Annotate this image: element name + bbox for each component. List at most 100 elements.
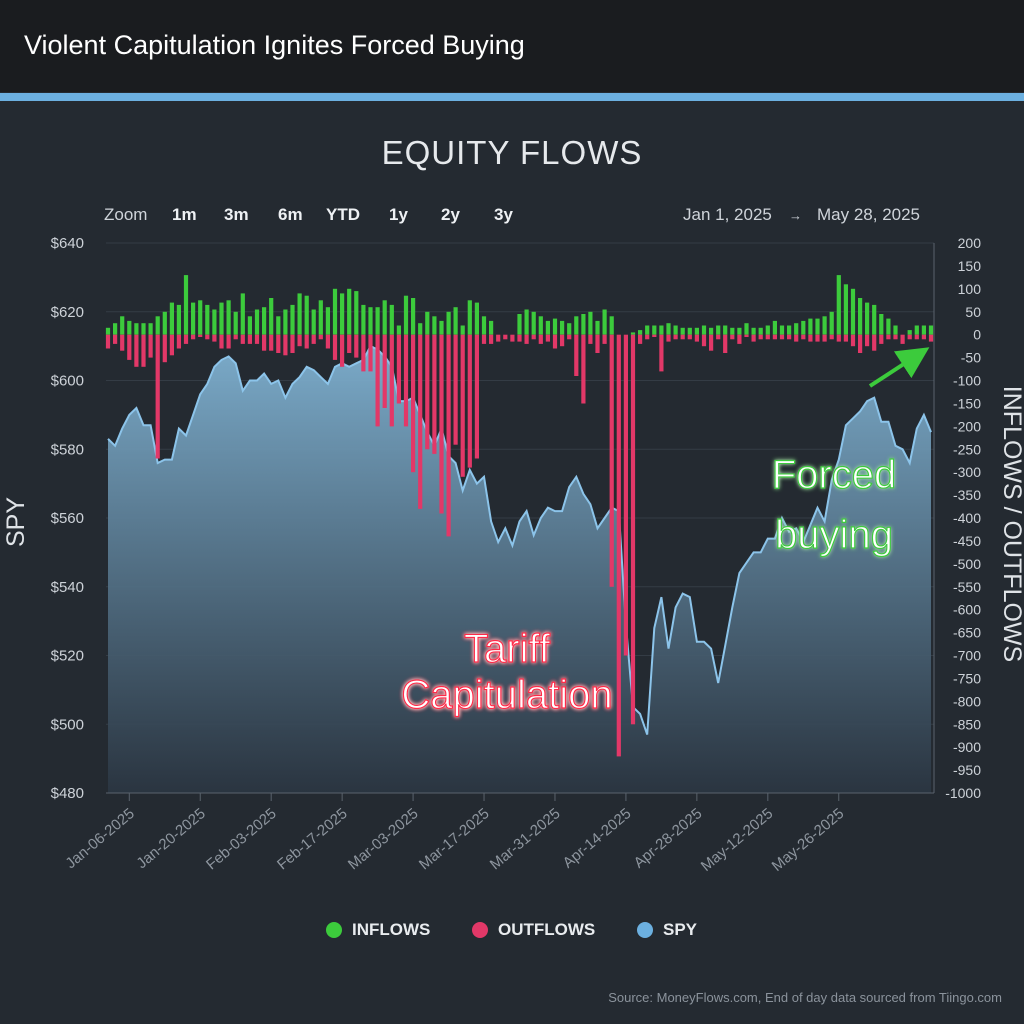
inflow-bar: [574, 316, 579, 335]
inflow-bar: [893, 325, 898, 335]
inflow-bar: [155, 316, 160, 335]
x-tick-label: Apr-28-2025: [631, 805, 706, 872]
zoom-label: Zoom: [104, 205, 148, 224]
outflows-dot-icon: [472, 922, 488, 938]
x-tick-label: Feb-17-2025: [274, 805, 351, 873]
outflow-bar: [297, 334, 302, 347]
outflow-bar: [446, 334, 451, 537]
inflow-bar: [914, 325, 919, 335]
outflow-bar: [638, 334, 643, 344]
range-from-input[interactable]: Jan 1, 2025: [683, 205, 772, 224]
inflow-bar: [886, 318, 891, 335]
outflow-bar: [531, 334, 536, 340]
outflow-bar: [347, 334, 352, 353]
outflow-bar: [481, 334, 487, 344]
forced-annotation-line1: Forced: [772, 453, 897, 497]
zoom-ytd-button[interactable]: YTD: [326, 205, 360, 224]
outflow-bar: [779, 334, 785, 340]
left-axis-label: SPY: [2, 497, 30, 547]
outflow-bar: [134, 334, 139, 367]
inflow-bar: [453, 307, 458, 335]
zoom-6m-button[interactable]: 6m: [278, 205, 303, 224]
outflow-bar: [269, 334, 274, 351]
outflow-bar: [198, 334, 203, 337]
inflow-bar: [687, 327, 692, 335]
range-to-input[interactable]: May 28, 2025: [817, 205, 921, 224]
outflow-bar: [340, 334, 345, 367]
outflow-bar: [602, 334, 607, 344]
legend-outflows-label: OUTFLOWS: [498, 920, 596, 939]
legend-outflows[interactable]: OUTFLOWS: [472, 918, 595, 942]
inflow-bar: [928, 325, 934, 335]
zoom-2y-button[interactable]: 2y: [441, 205, 460, 224]
x-tick-label: Mar-31-2025: [487, 805, 564, 873]
inflow-bar: [659, 325, 664, 335]
outflow-bar: [751, 334, 756, 342]
inflow-bar: [630, 332, 636, 335]
inflow-bar: [872, 304, 877, 335]
right-tick-label: -500: [953, 556, 981, 572]
inflow-bar: [105, 327, 111, 335]
outflow-bar: [680, 334, 685, 340]
zoom-1m-button[interactable]: 1m: [172, 205, 197, 224]
inflow-bar: [843, 284, 848, 335]
right-tick-label: -600: [953, 602, 981, 618]
inflow-bar: [212, 309, 217, 335]
outflow-bar: [716, 334, 721, 340]
inflow-bar: [361, 304, 366, 335]
outflow-bar: [127, 334, 132, 360]
outflow-bar: [623, 334, 628, 656]
inflow-bar: [432, 316, 437, 335]
zoom-1y-button[interactable]: 1y: [389, 205, 408, 224]
inflow-bar: [219, 302, 224, 335]
outflow-bar: [247, 334, 252, 344]
inflow-bar: [765, 325, 770, 335]
inflow-bar: [276, 316, 281, 335]
outflow-bar: [524, 334, 529, 344]
outflow-bar: [865, 334, 870, 347]
outflow-bar: [815, 334, 820, 342]
outflow-bar: [765, 334, 770, 340]
right-tick-label: -1000: [945, 785, 981, 801]
outflow-bar: [921, 334, 926, 340]
outflow-bar: [318, 334, 323, 340]
legend-inflows[interactable]: INFLOWS: [326, 918, 430, 942]
outflow-bar: [744, 334, 749, 337]
inflow-bar: [716, 325, 721, 335]
zoom-3y-button[interactable]: 3y: [494, 205, 513, 224]
inflow-bar: [304, 295, 309, 335]
outflow-bar: [794, 334, 799, 342]
forced-annotation-line2: buying: [775, 513, 893, 557]
outflow-bar: [723, 334, 728, 353]
tariff-annotation-line2: Capitulation: [401, 673, 612, 717]
right-tick-label: -950: [953, 762, 981, 778]
outflow-bar: [560, 334, 565, 347]
right-tick-label: 50: [965, 304, 981, 320]
inflow-bar: [233, 311, 238, 335]
inflow-bar: [332, 288, 338, 335]
right-axis-label: INFLOWS / OUTFLOWS: [998, 386, 1024, 662]
outflow-bar: [148, 334, 153, 358]
inflow-bar: [283, 309, 288, 335]
inflow-bar: [368, 307, 373, 335]
inflow-bar: [425, 311, 430, 335]
inflow-bar: [730, 327, 735, 335]
inflow-bar: [162, 311, 167, 335]
right-tick-label: -900: [953, 739, 981, 755]
inflow-bar: [581, 314, 586, 335]
inflows-dot-icon: [326, 922, 342, 938]
outflow-bar: [226, 334, 231, 349]
inflow-bar: [375, 307, 380, 335]
outflow-bar: [325, 334, 330, 349]
zoom-3m-button[interactable]: 3m: [224, 205, 249, 224]
outflow-bar: [439, 334, 444, 514]
outflow-bar: [772, 334, 777, 340]
inflow-bar: [666, 323, 671, 335]
legend-spy[interactable]: SPY: [637, 918, 697, 942]
outflow-bar: [914, 334, 919, 340]
flow-bars: [105, 275, 934, 757]
outflow-bar: [907, 334, 912, 340]
x-tick-label: May-12-2025: [698, 805, 777, 875]
outflow-bar: [517, 334, 522, 342]
outflow-bar: [787, 334, 792, 340]
